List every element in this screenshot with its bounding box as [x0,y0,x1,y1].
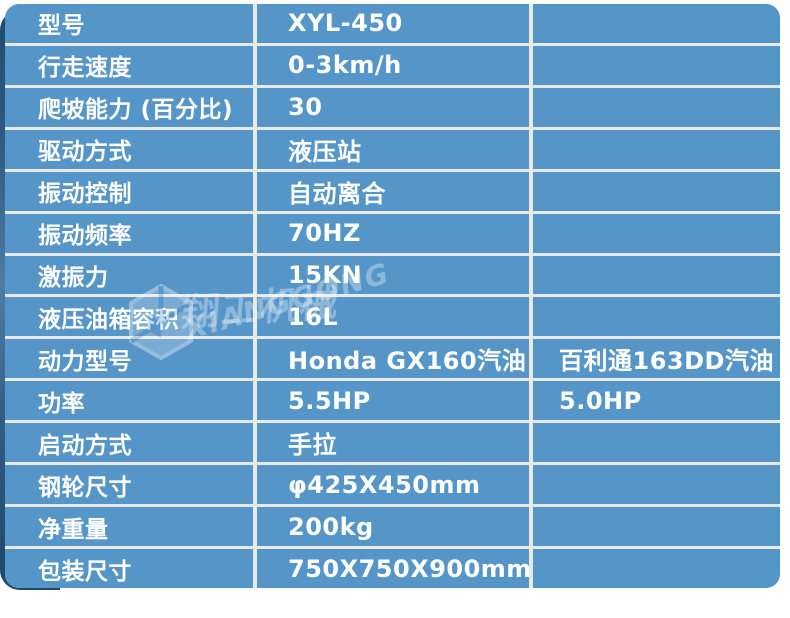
spec-extra-cell [533,507,780,547]
spec-label-cell: 液压油箱容积 [5,297,253,337]
spec-extra-cell: 5.0HP [533,381,780,421]
spec-extra-cell [533,129,780,169]
spec-extra-cell [533,213,780,253]
spec-label-cell: 启动方式 [5,423,253,463]
spec-extra-cell [533,423,780,463]
spec-value-cell: 5.5HP [257,381,529,421]
spec-value-cell: 15KN [257,255,529,295]
spec-extra-cell [533,45,780,85]
spec-value-cell: 16L [257,297,529,337]
spec-extra-cell [533,549,780,588]
spec-extra-cell [533,297,780,337]
spec-extra-cell: 百利通163DD汽油 [533,339,780,379]
spec-label-cell: 爬坡能力 (百分比) [5,87,253,127]
spec-label-cell: 动力型号 [5,339,253,379]
spec-label-cell: 包装尺寸 [5,549,253,588]
spec-value-cell: 0-3km/h [257,45,529,85]
spec-table: 型号 XYL-450 行走速度 0-3km/h 爬坡能力 (百分比) 30 驱动方式 液压站振… [5,4,780,588]
spec-extra-cell [533,4,780,43]
spec-label-cell: 钢轮尺寸 [5,465,253,505]
spec-value-cell: φ425X450mm [257,465,529,505]
spec-value-cell: 200kg [257,507,529,547]
spec-value-cell: 手拉 [257,423,529,463]
spec-label-cell: 功率 [5,381,253,421]
spec-extra-cell [533,87,780,127]
spec-value-cell: 液压站 [257,129,529,169]
spec-label-cell: 振动频率 [5,213,253,253]
spec-label-cell: 驱动方式 [5,129,253,169]
spec-value-cell: Honda GX160汽油 [257,339,529,379]
spec-label-cell: 激振力 [5,255,253,295]
spec-extra-cell [533,171,780,211]
spec-label-cell: 净重量 [5,507,253,547]
spec-label-cell: 振动控制 [5,171,253,211]
spec-value-cell: 70HZ [257,213,529,253]
spec-value-cell: 750X750X900mm [257,549,529,588]
spec-extra-cell [533,255,780,295]
spec-label-cell: 行走速度 [5,45,253,85]
spec-extra-cell [533,465,780,505]
spec-label-cell: 型号 [5,4,253,43]
spec-value-cell: 自动离合 [257,171,529,211]
spec-value-cell: 30 [257,87,529,127]
spec-value-cell: XYL-450 [257,4,529,43]
